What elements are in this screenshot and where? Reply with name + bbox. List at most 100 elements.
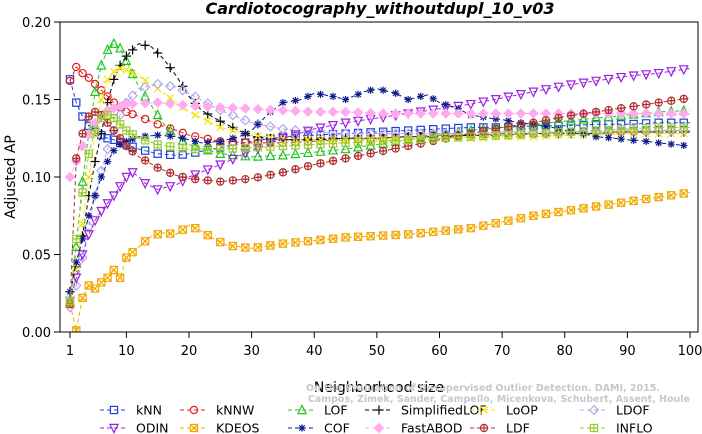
data-point-fastabod xyxy=(503,108,514,119)
x-tick-label: 50 xyxy=(369,344,386,359)
data-point-cof xyxy=(166,132,174,140)
data-point-kdeos xyxy=(529,211,538,220)
data-point-knn xyxy=(103,134,112,143)
series-line-cof xyxy=(69,88,691,292)
data-point-odin xyxy=(340,118,351,129)
data-point-knnw xyxy=(153,120,162,129)
data-point-knnw xyxy=(65,76,75,86)
legend-marker-lof xyxy=(296,404,308,415)
data-point-inflo xyxy=(391,136,400,145)
data-point-kdeos xyxy=(166,229,175,238)
data-point-lof xyxy=(227,149,238,160)
data-point-ldf xyxy=(115,134,125,143)
data-point-inflo xyxy=(591,126,601,135)
data-point-inflo xyxy=(641,123,651,133)
data-point-fastabod xyxy=(377,108,389,119)
data-point-odin xyxy=(202,165,213,176)
chart-title: Cardiotocography_withoutdupl_10_v03 xyxy=(206,0,555,18)
data-point-inflo xyxy=(109,113,119,123)
data-point-cof xyxy=(404,95,412,104)
data-point-inflo xyxy=(654,123,663,132)
data-point-cof xyxy=(254,120,262,128)
data-point-kdeos xyxy=(541,209,551,219)
data-point-ldf xyxy=(378,146,388,156)
data-point-inflo xyxy=(84,149,93,158)
data-point-fastabod xyxy=(515,108,527,119)
data-point-cof xyxy=(103,157,112,166)
data-point-ldof xyxy=(678,125,689,136)
data-point-ldf xyxy=(604,105,613,115)
data-point-inflo xyxy=(166,142,175,151)
data-point-odin xyxy=(653,68,664,80)
data-point-odin xyxy=(515,90,526,101)
data-point-kdeos xyxy=(454,225,463,234)
data-point-cof xyxy=(341,95,350,104)
data-point-lof xyxy=(290,148,301,159)
legend-marker-odin xyxy=(108,423,120,434)
data-point-fastabod xyxy=(164,98,176,110)
data-point-kdeos xyxy=(115,273,125,282)
x-axis: 1 10 20 30 40 50 60 70 80 90 100 xyxy=(66,332,702,359)
data-point-knnw xyxy=(72,62,81,72)
x-tick-label: 30 xyxy=(243,344,260,359)
x-axis-label: Neighborhood size xyxy=(314,380,444,396)
legend-label-cof: COF xyxy=(324,421,350,434)
data-point-fastabod xyxy=(77,140,88,152)
data-point-ldof xyxy=(102,143,113,155)
data-point-ldf xyxy=(554,113,563,122)
data-point-inflo xyxy=(579,126,588,136)
data-point-kdeos xyxy=(466,223,476,233)
data-point-cof xyxy=(367,86,375,94)
data-point-cof xyxy=(216,137,224,145)
data-point-loop xyxy=(166,93,175,102)
data-point-inflo xyxy=(316,139,325,149)
data-point-cof xyxy=(316,90,325,98)
legend-marker-fastabod xyxy=(373,422,385,434)
data-point-fastabod xyxy=(240,103,251,114)
legend-item-cof: COF xyxy=(288,421,350,434)
legend-marker-kdeos xyxy=(189,423,199,433)
data-point-kdeos xyxy=(153,230,162,239)
data-point-lof xyxy=(121,54,132,65)
data-point-inflo xyxy=(529,129,538,138)
data-point-ldof xyxy=(152,78,163,90)
data-point-kdeos xyxy=(554,207,563,217)
data-point-ldof xyxy=(640,125,652,136)
data-point-kdeos xyxy=(178,225,187,234)
data-point-knn xyxy=(140,146,150,155)
data-point-ldof xyxy=(177,84,188,96)
x-tick-label: 1 xyxy=(66,344,74,359)
data-point-cof xyxy=(354,90,362,98)
data-point-ldf xyxy=(341,154,350,163)
legend-label-ldf: LDF xyxy=(506,421,530,434)
data-point-lof xyxy=(565,114,577,125)
data-point-ldof xyxy=(315,127,326,138)
data-point-kdeos xyxy=(216,237,225,247)
data-point-odin xyxy=(465,99,476,111)
data-point-inflo xyxy=(454,133,463,142)
series-simplifiedlof xyxy=(65,40,690,297)
data-point-ldf xyxy=(278,168,288,177)
data-point-ldof xyxy=(665,125,677,136)
data-point-inflo xyxy=(140,136,150,145)
data-point-odin xyxy=(115,182,126,193)
data-point-ldf xyxy=(654,98,663,107)
data-point-cof xyxy=(379,86,387,94)
data-point-lof xyxy=(115,42,126,53)
data-point-ldof xyxy=(352,128,364,139)
x-tick-label: 90 xyxy=(619,344,636,359)
data-point-kdeos xyxy=(72,326,81,332)
series-odin xyxy=(64,65,691,307)
data-point-ldf xyxy=(591,107,601,117)
data-point-inflo xyxy=(278,141,288,151)
data-point-inflo xyxy=(416,134,425,144)
data-point-inflo xyxy=(203,144,212,154)
data-point-ldf xyxy=(203,176,212,185)
data-point-inflo xyxy=(541,128,551,138)
legend-label-ldof: LDOF xyxy=(616,403,650,418)
data-point-cof xyxy=(655,139,663,147)
data-point-fastabod xyxy=(227,102,239,114)
legend-marker-inflo xyxy=(589,423,599,433)
data-point-fastabod xyxy=(653,108,664,119)
